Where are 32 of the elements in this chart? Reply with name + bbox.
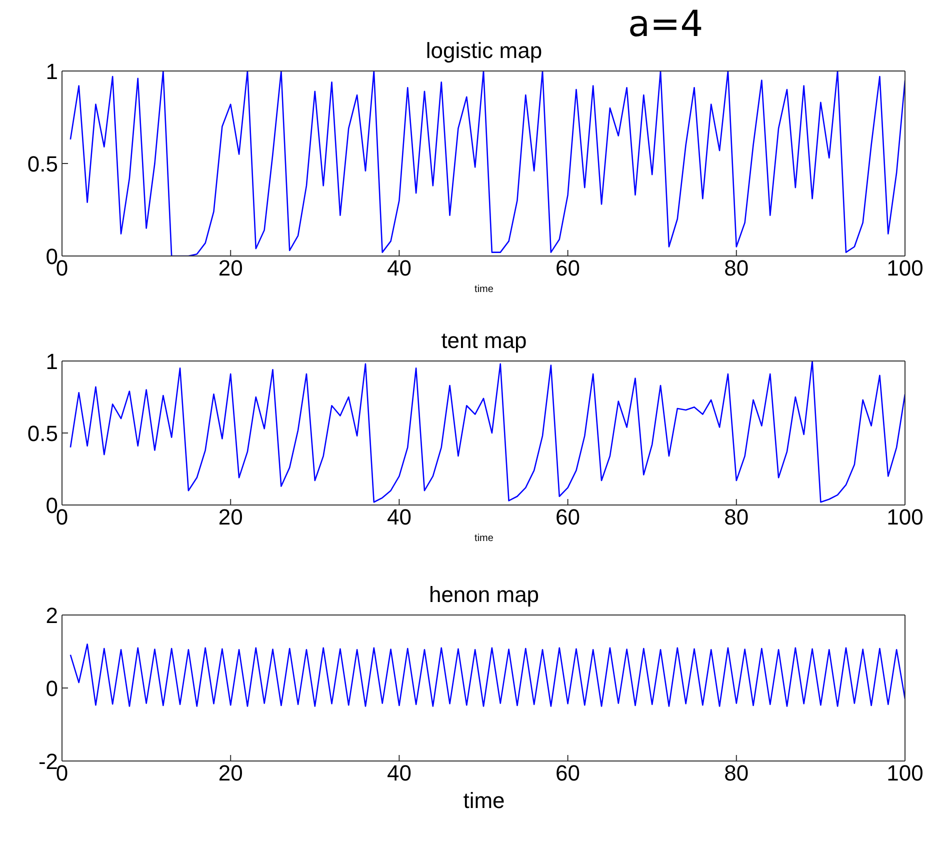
y-tick-label: -2 xyxy=(38,748,58,774)
x-tick-label: 60 xyxy=(556,256,580,281)
x-tick-label: 20 xyxy=(218,256,243,281)
line-series xyxy=(70,644,905,707)
x-tick-label: 40 xyxy=(386,504,412,530)
x-tick-label: 20 xyxy=(218,504,243,530)
x-axis-title: time xyxy=(474,284,494,296)
x-tick-label: 20 xyxy=(218,760,243,786)
x-axis-title: time xyxy=(462,788,506,813)
x-tick-label: 100 xyxy=(886,760,924,786)
x-tick-label: 60 xyxy=(556,504,580,530)
x-tick-label: 100 xyxy=(886,504,924,530)
x-tick-label: 80 xyxy=(724,256,749,281)
text: a=4 xyxy=(628,4,704,45)
line-series xyxy=(70,71,905,256)
y-tick-label: 0.5 xyxy=(27,420,58,446)
y-tick-label: 1 xyxy=(46,348,58,374)
x-tick-label: 40 xyxy=(386,256,412,281)
x-tick-label: 40 xyxy=(386,760,412,786)
x-tick-label: 60 xyxy=(556,760,580,786)
y-tick-label: 2 xyxy=(46,602,58,628)
x-tick-label: 80 xyxy=(724,504,749,530)
chart-title: logistic map xyxy=(426,38,542,63)
y-tick-label: 0.5 xyxy=(27,151,58,176)
y-tick-label: 0 xyxy=(46,676,58,701)
x-axis-title: time xyxy=(474,533,494,545)
x-tick-label: 80 xyxy=(724,760,749,786)
x-tick-label: 100 xyxy=(886,256,924,281)
chart-title: tent map xyxy=(441,328,527,353)
chart-title: henon map xyxy=(428,582,540,607)
y-tick-label: 1 xyxy=(46,58,58,84)
line-series xyxy=(70,361,905,503)
